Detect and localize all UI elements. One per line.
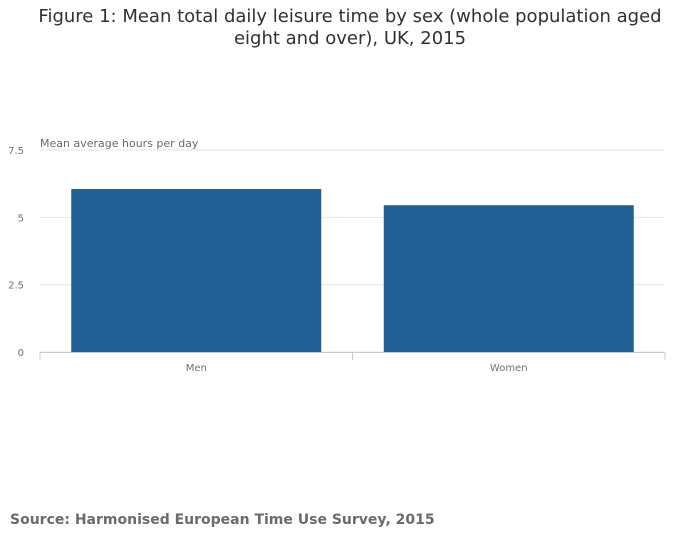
y-tick-label: 7.5 <box>8 146 24 157</box>
y-axis-label: Mean average hours per day <box>40 137 199 150</box>
y-axis: 0 2.5 5 7.5 <box>8 146 24 359</box>
y-tick-label: 5 <box>18 213 24 224</box>
y-tick-label: 2.5 <box>8 281 24 292</box>
x-tick-label: Men <box>186 363 207 374</box>
chart-title: Figure 1: Mean total daily leisure time … <box>38 6 662 49</box>
x-tick-label: Women <box>490 363 528 374</box>
bar-women <box>383 205 634 352</box>
source-note: Source: Harmonised European Time Use Sur… <box>10 512 435 528</box>
bars <box>71 189 634 352</box>
y-tick-label: 0 <box>18 348 24 359</box>
bar-men <box>71 189 322 352</box>
x-axis: Men Women <box>39 352 666 374</box>
